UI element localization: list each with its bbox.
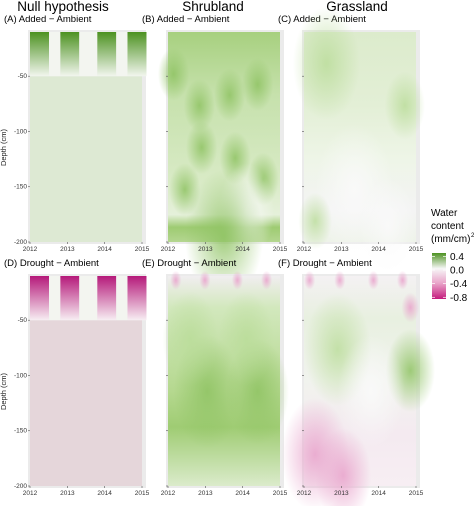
- x-tick-label: 2013: [334, 246, 349, 253]
- heatmap-cell: [260, 270, 273, 290]
- heatmap-shallow-cell: [127, 32, 147, 77]
- heatmap-cell: [157, 47, 190, 101]
- y-tick-label: -50: [18, 73, 28, 80]
- heatmap-shallow-cell: [30, 276, 50, 321]
- legend-label: -0.4: [450, 279, 468, 290]
- heatmap-shallow-gap: [49, 276, 61, 321]
- panel: (D) Drought − Ambient 2012 2013 2014 2015 -50…: [0, 258, 150, 497]
- x-tick-label: 2013: [60, 246, 75, 253]
- x-tick-label: 2012: [23, 246, 38, 253]
- heatmap-shallow-gap: [116, 276, 128, 321]
- heatmap-cell: [170, 270, 182, 290]
- x-tick-label: 2014: [371, 246, 386, 253]
- heatmap-cell: [360, 177, 416, 273]
- x-tick-label: 2014: [97, 246, 112, 253]
- legend-label: 0.4: [450, 252, 464, 263]
- x-tick-label: 2013: [198, 246, 213, 253]
- panel-title: (D) Drought − Ambient: [4, 258, 99, 269]
- heatmap-cell: [396, 270, 409, 290]
- heatmap-cell: [162, 291, 219, 387]
- heatmap-deep: [30, 320, 142, 486]
- heatmap-cell: [241, 58, 274, 111]
- heatmap-cell: [185, 121, 218, 174]
- y-tick-label: -200: [14, 483, 27, 490]
- legend-label: 0.0: [450, 266, 464, 277]
- heatmap-cell: [298, 192, 333, 250]
- heatmap-cell: [304, 270, 316, 290]
- heatmap-shallow-cell: [97, 276, 117, 321]
- heatmap-shallow-gap: [79, 276, 98, 321]
- legend-colorbar: [432, 253, 446, 299]
- x-tick-label: 2012: [161, 490, 176, 497]
- heatmap-shallow-gap: [49, 32, 61, 77]
- y-tick-label: -150: [14, 428, 27, 435]
- x-tick-label: 2013: [198, 490, 213, 497]
- x-tick-label: 2012: [297, 246, 312, 253]
- x-tick-label: 2013: [334, 490, 349, 497]
- heatmap-shallow-cell: [60, 276, 80, 321]
- panel: (E) Drought − Ambient 2012 2013 2014 2015: [142, 258, 289, 497]
- heatmap-cell: [183, 79, 216, 132]
- legend-title-superscript: 2: [471, 233, 474, 239]
- column-title: Null hypothesis: [17, 0, 109, 14]
- heatmap-cell: [199, 270, 211, 290]
- heatmap-cell: [213, 68, 246, 122]
- x-tick-label: 2015: [273, 490, 288, 497]
- heatmap-cell: [184, 169, 264, 302]
- heatmap-shallow-cell: [127, 276, 147, 321]
- y-tick-label: -150: [14, 184, 27, 191]
- y-tick-label: -50: [18, 317, 28, 324]
- heatmap-shallow-gap: [116, 32, 128, 77]
- heatmap-cell: [401, 292, 420, 323]
- heatmap-cell: [337, 334, 405, 449]
- column-title: Shrubland: [182, 0, 244, 14]
- heatmap-shallow-cell: [30, 32, 50, 77]
- panel: (A) Added − Ambient 2012 2013 2014 2015 -50 -1…: [0, 14, 150, 253]
- heatmap-deep: [30, 76, 142, 242]
- legend-label: -0.8: [450, 293, 468, 304]
- x-tick-label: 2014: [235, 490, 250, 497]
- y-tick-label: -200: [14, 239, 27, 246]
- legend-title: Water: [431, 208, 458, 219]
- heatmap-cell: [334, 270, 346, 290]
- x-tick-label: 2014: [371, 490, 386, 497]
- y-tick-label: -100: [14, 128, 27, 135]
- x-tick-label: 2015: [409, 246, 424, 253]
- panel: (F) Drought − Ambient 2012 2013 2014 2015: [278, 258, 436, 506]
- x-tick-label: 2014: [97, 490, 112, 497]
- heatmap-cell: [367, 270, 380, 290]
- panel-title: (F) Drought − Ambient: [278, 258, 372, 269]
- x-tick-label: 2015: [135, 490, 150, 497]
- heatmap-shallow-gap: [79, 32, 98, 77]
- panel-title: (E) Drought − Ambient: [142, 258, 237, 269]
- panel-title: (B) Added − Ambient: [142, 14, 230, 25]
- y-tick-label: -100: [14, 372, 27, 379]
- heatmap-cell: [384, 71, 425, 140]
- x-tick-label: 2012: [161, 246, 176, 253]
- x-tick-label: 2015: [273, 246, 288, 253]
- x-tick-label: 2013: [60, 490, 75, 497]
- heatmap-shallow-cell: [60, 32, 80, 77]
- legend-title: content: [431, 221, 464, 232]
- heatmap-cell: [231, 270, 244, 290]
- x-tick-label: 2015: [409, 490, 424, 497]
- heatmap-shallow-cell: [97, 32, 117, 77]
- x-tick-label: 2015: [135, 246, 150, 253]
- x-tick-label: 2012: [297, 490, 312, 497]
- panel: (B) Added − Ambient 2012 2013 2014 2015: [142, 14, 288, 302]
- x-tick-label: 2012: [23, 490, 38, 497]
- panel-title: (A) Added − Ambient: [4, 14, 92, 25]
- y-axis-label: Depth (cm): [0, 372, 8, 410]
- heatmap-cell: [315, 428, 372, 506]
- heatmap-cell: [218, 291, 275, 387]
- heatmap-cell: [292, 6, 360, 121]
- y-axis-label: Depth (cm): [0, 128, 8, 166]
- column-title: Grassland: [326, 0, 388, 14]
- legend-title: (mm/cm): [431, 234, 470, 245]
- x-tick-label: 2014: [235, 246, 250, 253]
